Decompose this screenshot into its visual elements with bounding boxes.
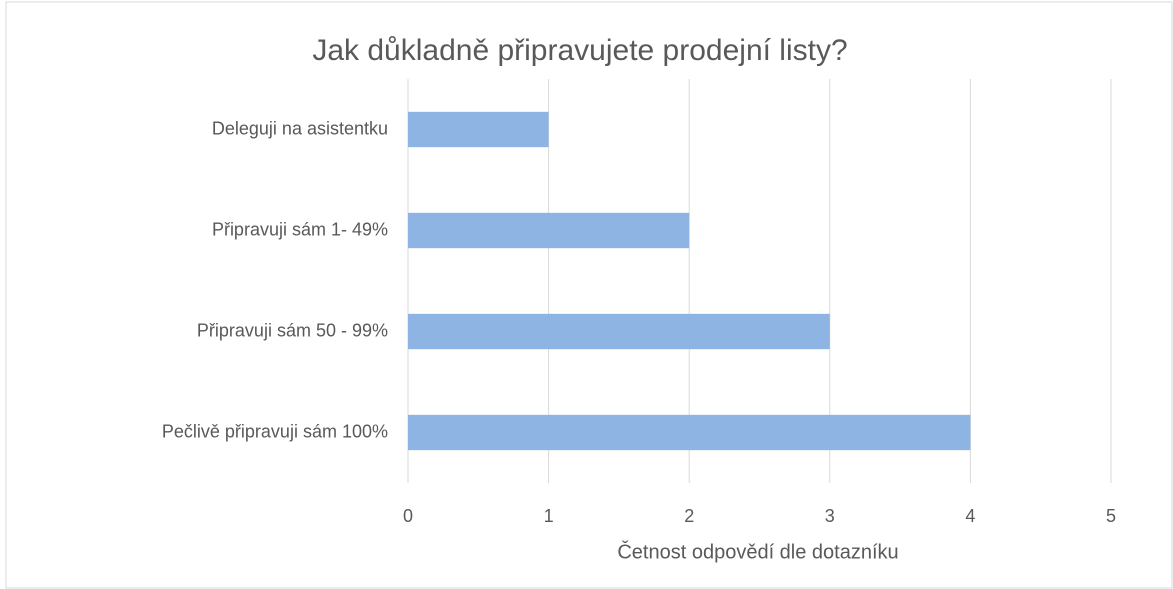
y-tick-label: Připravuji sám 50 - 99% xyxy=(197,320,388,340)
x-tick-label: 4 xyxy=(965,506,975,526)
y-tick-label: Připravuji sám 1- 49% xyxy=(212,219,388,239)
x-tick-label: 2 xyxy=(684,506,694,526)
x-axis-label: Četnost odpovědí dle dotazníku xyxy=(617,540,898,563)
x-tick-label: 1 xyxy=(544,506,554,526)
y-tick-label: Deleguji na asistentku xyxy=(212,118,388,138)
bar xyxy=(408,212,690,249)
chart-title: Jak důkladně připravujete prodejní listy… xyxy=(312,34,847,67)
bar xyxy=(408,313,830,350)
x-tick-label: 3 xyxy=(825,506,835,526)
x-tick-label: 5 xyxy=(1106,506,1116,526)
bar xyxy=(408,414,971,451)
x-tick-label: 0 xyxy=(403,506,413,526)
bar xyxy=(408,111,549,148)
y-tick-label: Pečlivě připravuji sám 100% xyxy=(162,421,388,441)
chart-frame xyxy=(5,1,1173,589)
